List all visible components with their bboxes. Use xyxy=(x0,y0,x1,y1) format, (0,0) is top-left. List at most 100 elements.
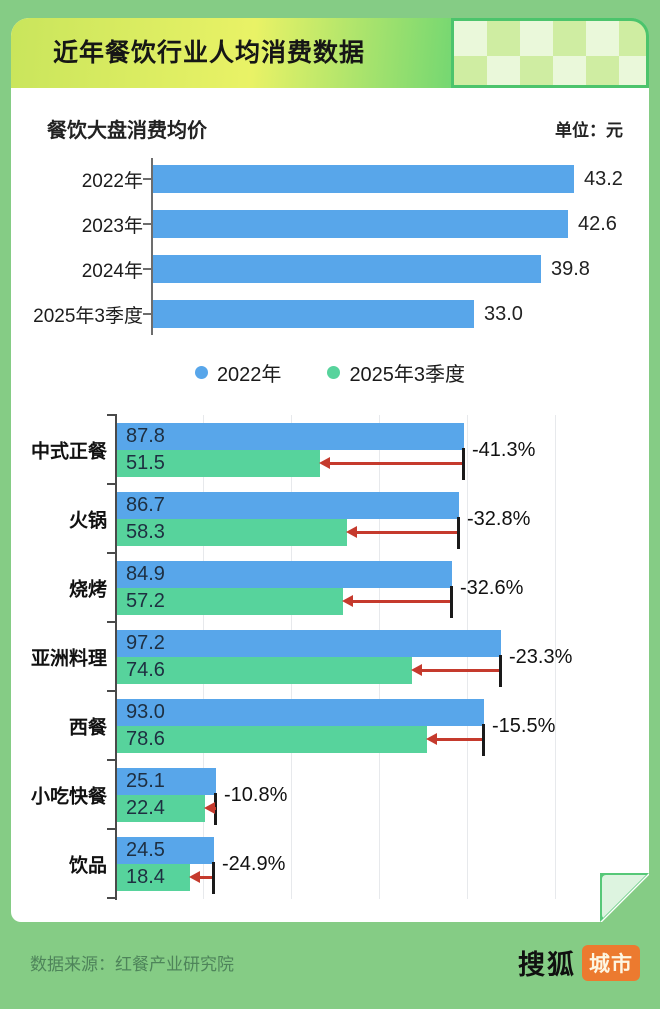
y-axis-line xyxy=(151,158,153,335)
value-label: 93.0 xyxy=(126,701,165,723)
value-label: 84.9 xyxy=(126,563,165,585)
bar-row: 2023年 42.6 xyxy=(82,210,629,238)
change-arrow-head-icon xyxy=(189,871,200,883)
value-label: 97.2 xyxy=(126,632,165,654)
value-label: 39.8 xyxy=(551,257,590,280)
value-label: 22.4 xyxy=(126,797,165,819)
bar-2025q3: 51.5 xyxy=(117,450,320,477)
bar-2025q3: 78.6 xyxy=(117,726,427,753)
bar-row: 2025年3季度 33.0 xyxy=(33,300,629,328)
footer: 数据来源：红餐产业研究院 搜狐 城市 xyxy=(0,922,660,1009)
change-arrow-line xyxy=(352,600,450,603)
avg-price-chart: 餐饮大盘消费均价 单位：元 2022年 43.2 2023年 42.6 2024年 39.… xyxy=(11,88,649,335)
category-label: 亚洲料理 xyxy=(30,648,107,670)
bar-2025q3: 57.2 xyxy=(117,588,343,615)
legend-dot-green xyxy=(327,366,341,379)
value-label: 18.4 xyxy=(126,866,165,888)
value-label: 78.6 xyxy=(126,728,165,750)
value-label: 33.0 xyxy=(484,302,523,325)
category-label: 小吃快餐 xyxy=(30,786,107,808)
city-badge: 城市 xyxy=(582,944,640,981)
legend: 2022年 2025年3季度 xyxy=(11,358,649,387)
change-percent-label: -32.6% xyxy=(460,577,524,599)
change-percent-label: -41.3% xyxy=(472,439,536,461)
gridline xyxy=(467,415,468,899)
category-row: 饮品 24.5 18.4 -24.9% xyxy=(69,837,649,894)
bar-row: 2024年 39.8 xyxy=(82,255,629,283)
bar-2022: 84.9 xyxy=(117,561,452,588)
change-arrow-line xyxy=(421,669,499,672)
axis-tick xyxy=(107,483,115,485)
legend-label: 2025年3季度 xyxy=(349,364,466,386)
category-row: 西餐 93.0 78.6 -15.5% xyxy=(69,699,649,756)
axis-tick xyxy=(143,268,151,270)
sohu-city-logo: 搜狐 城市 xyxy=(518,943,640,982)
change-arrow-line xyxy=(436,738,482,741)
change-cap-line xyxy=(482,724,485,756)
change-percent-label: -23.3% xyxy=(509,646,573,668)
value-label: 87.8 xyxy=(126,425,165,447)
bar-2025q3: 74.6 xyxy=(117,657,412,684)
checkerboard-decoration xyxy=(451,18,649,88)
value-bar xyxy=(153,300,474,328)
value-label: 24.5 xyxy=(126,839,165,861)
legend-item-2025q3: 2025年3季度 xyxy=(327,358,465,387)
category-row: 中式正餐 87.8 51.5 -41.3% xyxy=(31,423,649,480)
change-cap-line xyxy=(499,655,502,687)
change-arrow-head-icon xyxy=(346,526,357,538)
category-label: 2024年 xyxy=(81,260,143,282)
avg-price-plot: 2022年 43.2 2023年 42.6 2024年 39.8 2025年3季度 33.0 xyxy=(25,158,629,335)
category-label: 2025年3季度 xyxy=(33,305,143,327)
change-cap-line xyxy=(457,517,460,549)
value-label: 86.7 xyxy=(126,494,165,516)
change-arrow-head-icon xyxy=(426,733,437,745)
change-cap-line xyxy=(462,448,465,480)
category-row: 小吃快餐 25.1 22.4 -10.8% xyxy=(31,768,649,825)
change-percent-label: -24.9% xyxy=(222,853,286,875)
change-arrow-line xyxy=(329,462,462,465)
change-cap-line xyxy=(212,862,215,894)
category-row: 亚洲料理 97.2 74.6 -23.3% xyxy=(31,630,649,687)
bar-row: 2022年 43.2 xyxy=(82,165,629,193)
bar-2022: 87.8 xyxy=(117,423,464,450)
category-label: 火锅 xyxy=(68,510,107,532)
y-axis-line xyxy=(115,414,117,900)
legend-dot-blue xyxy=(194,366,208,379)
category-label: 烧烤 xyxy=(68,579,107,601)
category-row: 火锅 86.7 58.3 -32.8% xyxy=(69,492,649,549)
data-source-text: 数据来源：红餐产业研究院 xyxy=(30,955,234,974)
change-arrow-line xyxy=(199,876,212,879)
value-label: 57.2 xyxy=(126,590,165,612)
sohu-logo-text: 搜狐 xyxy=(518,950,576,980)
change-arrow-head-icon xyxy=(319,457,330,469)
change-arrow-head-icon xyxy=(411,664,422,676)
change-arrow-line xyxy=(214,807,216,810)
legend-item-2022: 2022年 xyxy=(194,358,282,387)
axis-tick xyxy=(143,223,151,225)
value-bar xyxy=(153,255,541,283)
value-label: 25.1 xyxy=(126,770,165,792)
category-label: 西餐 xyxy=(68,717,107,739)
legend-label: 2022年 xyxy=(216,364,282,386)
value-label: 42.6 xyxy=(578,212,617,235)
axis-tick xyxy=(107,759,115,761)
change-arrow-head-icon xyxy=(342,595,353,607)
value-label: 43.2 xyxy=(584,167,623,190)
change-percent-label: -15.5% xyxy=(492,715,556,737)
category-label: 2023年 xyxy=(81,215,143,237)
axis-tick xyxy=(107,552,115,554)
bar-2022: 93.0 xyxy=(117,699,484,726)
change-arrow-head-icon xyxy=(204,802,215,814)
axis-tick xyxy=(107,828,115,830)
axis-tick xyxy=(143,313,151,315)
bar-2022: 25.1 xyxy=(117,768,216,795)
bar-2025q3: 18.4 xyxy=(117,864,190,891)
infographic-card: 近年餐饮行业人均消费数据 餐饮大盘消费均价 单位：元 2022年 43.2 2023… xyxy=(11,18,650,923)
card-header: 近年餐饮行业人均消费数据 xyxy=(11,18,649,88)
bar-2022: 97.2 xyxy=(117,630,501,657)
change-cap-line xyxy=(450,586,453,618)
bar-2022: 86.7 xyxy=(117,492,459,519)
bar-2025q3: 58.3 xyxy=(117,519,347,546)
category-label: 饮品 xyxy=(68,855,107,877)
change-percent-label: -32.8% xyxy=(467,508,531,530)
